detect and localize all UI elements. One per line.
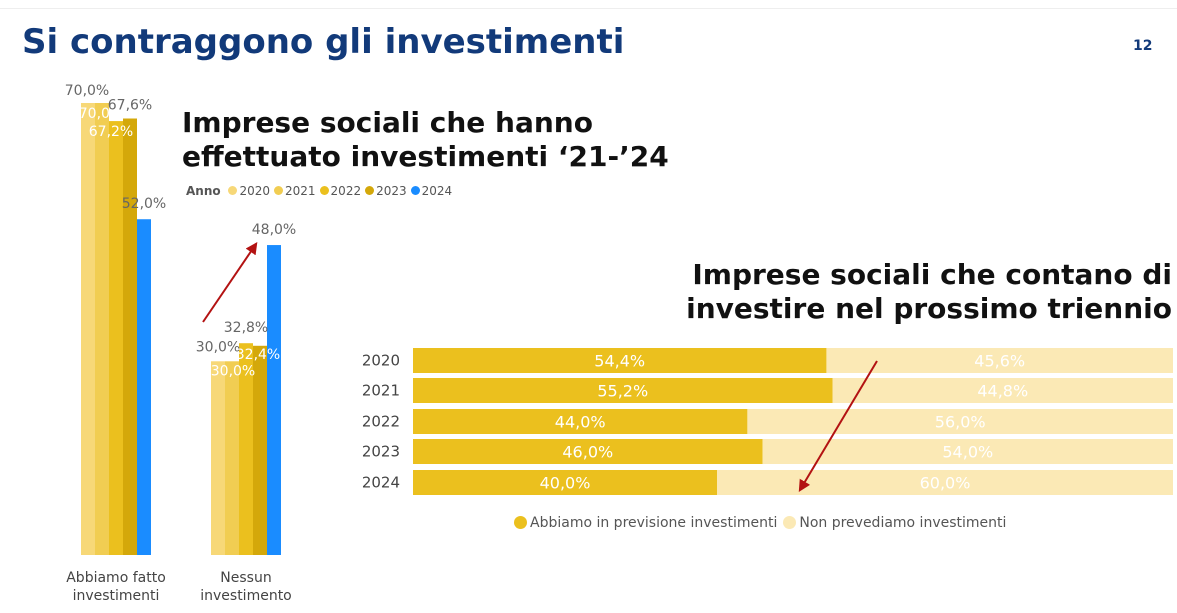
top-divider	[0, 8, 1177, 9]
chart1-legend: Anno 2020 2021 2022 2023 2024	[186, 184, 456, 198]
chart2-data-label: 56,0%	[935, 413, 986, 432]
chart1-bar-2021-cat1	[225, 361, 239, 555]
chart1-legend-label: 2020	[239, 184, 270, 198]
chart1-legend-label: 2022	[330, 184, 362, 198]
chart2-row-label: 2022	[362, 413, 400, 431]
chart1-title: Imprese sociali che hanno effettuato inv…	[182, 106, 669, 174]
chart1-legend-item-2024: 2024	[410, 184, 453, 198]
chart1-category-label: investimenti	[73, 588, 160, 604]
chart1-legend-item-2021: 2021	[274, 184, 316, 198]
chart1-title-line-2: effettuato investimenti ‘21-’24	[182, 140, 669, 173]
chart1-data-label: 32,8%	[224, 320, 268, 336]
chart2-data-label: 54,4%	[594, 352, 645, 371]
chart1-legend-swatch	[228, 186, 238, 195]
chart1-bar-2021-cat0	[95, 103, 109, 555]
chart2-row-label: 2023	[362, 443, 400, 461]
chart2-legend-label: Abbiamo in previsione investimenti	[530, 515, 778, 531]
chart2-bar-segment-1-2021	[832, 378, 1173, 403]
chart1-bar-2023-cat0	[123, 118, 137, 556]
chart2-title: Imprese sociali che contano di investire…	[640, 258, 1172, 326]
chart1-legend-swatch	[319, 186, 329, 195]
page-number: 12	[1133, 38, 1153, 54]
chart1-category-label: Abbiamo fatto	[66, 570, 166, 586]
chart1-bar-2023-cat1	[253, 345, 267, 555]
chart1-legend-label: 2023	[376, 184, 407, 198]
chart1-bar-2024-cat0	[137, 219, 151, 555]
chart2-bar-segment-1-2023	[762, 439, 1173, 464]
chart2-bar-segment-1-2024	[717, 470, 1173, 495]
chart1-data-label: 67,2%	[89, 124, 133, 140]
chart1-bar-2022-cat1	[239, 343, 253, 555]
chart1-data-label: 70,0%	[79, 106, 123, 122]
chart1-legend-label: 2024	[421, 184, 453, 198]
chart1-legend-item-2023: 2023	[365, 184, 407, 198]
chart2-legend: Abbiamo in previsione investimenti Non pr…	[514, 515, 1012, 531]
chart2-data-label: 60,0%	[920, 474, 971, 493]
chart1-title-line-1: Imprese sociali che hanno	[182, 106, 593, 139]
slide-title: Si contraggono gli investimenti	[22, 22, 625, 62]
chart1-legend-label: 2021	[285, 184, 316, 198]
chart1-data-label: 48,0%	[252, 222, 296, 238]
chart2-legend-item-0: Abbiamo in previsione investimenti	[514, 515, 777, 531]
chart1-legend-swatch	[365, 186, 375, 195]
chart1-annotation-arrow-icon	[202, 242, 258, 323]
chart2-bar-segment-0-2022	[413, 409, 748, 434]
chart2-legend-swatch	[783, 516, 797, 529]
chart1-bar-2020-cat0	[81, 103, 95, 555]
chart1-category-label: Nessun	[220, 570, 271, 586]
chart1-bar-2024-cat1	[267, 245, 281, 556]
chart1-category-label: investimento	[200, 588, 292, 604]
chart2-data-label: 46,0%	[562, 443, 613, 462]
chart2-legend-item-1: Non prevediamo investimenti	[783, 515, 1006, 531]
chart2-data-label: 55,2%	[597, 382, 648, 401]
chart2-legend-swatch	[514, 516, 527, 529]
chart1-legend-item-2022: 2022	[319, 184, 362, 198]
chart1-data-label: 32,4%	[236, 347, 280, 363]
chart1-legend-item-2020: 2020	[228, 184, 270, 198]
chart2-title-line-2: investire nel prossimo triennio	[686, 292, 1172, 325]
chart2-bar-segment-0-2020	[413, 348, 827, 373]
chart1-legend-swatch	[410, 186, 420, 195]
chart1-data-label: 67,6%	[108, 97, 152, 113]
chart1-legend-swatch	[274, 186, 283, 195]
chart2-bar-segment-1-2022	[747, 409, 1173, 434]
chart2-bar-segment-0-2024	[413, 470, 717, 495]
chart2-bar-segment-0-2021	[413, 378, 833, 403]
chart1-data-label: 52,0%	[122, 196, 166, 212]
chart2-data-label: 40,0%	[540, 474, 591, 493]
chart2-legend-label: Non prevediamo investimenti	[799, 515, 1007, 531]
chart2-data-label: 54,0%	[942, 443, 993, 462]
chart2-title-line-1: Imprese sociali che contano di	[692, 258, 1172, 291]
chart1-legend-title: Anno	[186, 184, 221, 198]
chart1-data-label: 30,0%	[211, 363, 255, 379]
chart2-row-label: 2020	[362, 352, 400, 370]
chart2-data-label: 44,8%	[977, 382, 1028, 401]
chart2-bar-segment-0-2023	[413, 439, 763, 464]
chart1-data-label: 70,0%	[65, 83, 109, 99]
chart1-bar-2020-cat1	[211, 361, 225, 555]
chart2-data-label: 44,0%	[555, 413, 606, 432]
chart1-data-label: 30,0%	[196, 339, 240, 355]
chart2-annotation-arrow-icon	[798, 360, 878, 493]
chart2-data-label: 45,6%	[974, 352, 1025, 371]
chart2-row-label: 2021	[362, 382, 400, 400]
chart1-bar-2022-cat0	[109, 121, 123, 555]
chart2-row-label: 2024	[362, 474, 400, 492]
chart2-bar-segment-1-2020	[826, 348, 1173, 373]
